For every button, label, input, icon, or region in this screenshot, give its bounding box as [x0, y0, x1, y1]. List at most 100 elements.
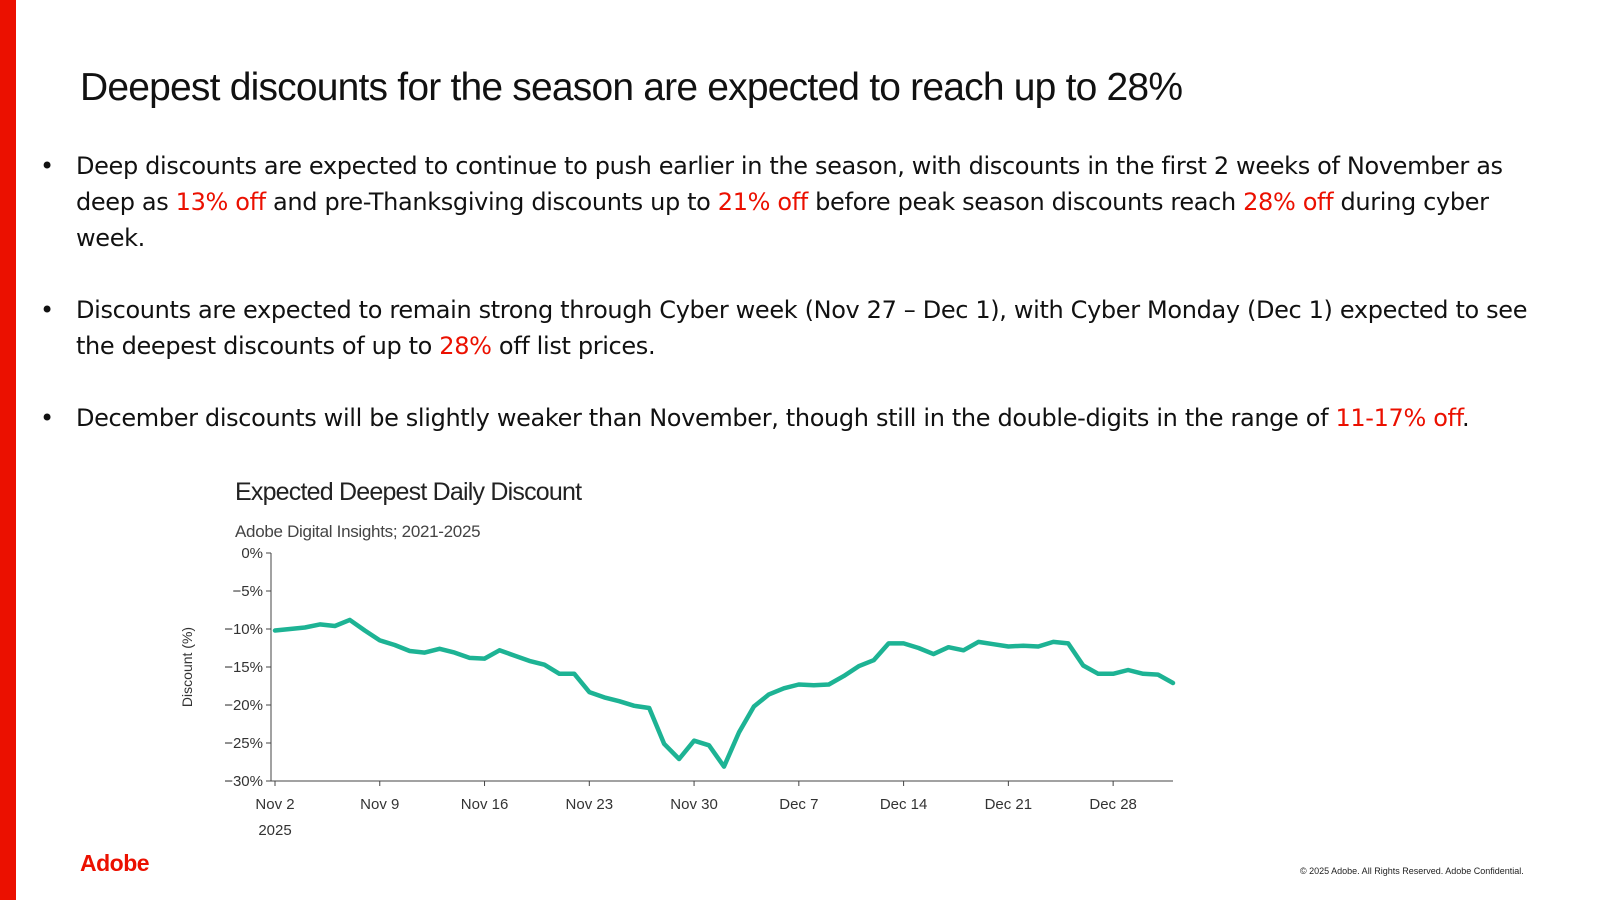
y-tick-label: 0%: [241, 545, 263, 562]
data-point: [542, 663, 546, 667]
data-point: [452, 650, 456, 654]
data-point: [797, 682, 801, 686]
highlight-text: 11-17% off: [1335, 404, 1462, 432]
discount-series-line: [272, 617, 1176, 769]
x-tick-label: Nov 30: [670, 796, 718, 813]
data-point: [707, 743, 711, 747]
data-point: [782, 686, 786, 690]
adobe-logo: Adobe: [80, 850, 150, 876]
bullet-text: during cyber week.: [76, 188, 1489, 252]
discount-line-chart: 0% −5% −10% −15% −20% −25% −30% Nov 2 2025 Nov 9 N…: [179, 545, 1176, 839]
bullet-text: off list prices.: [491, 332, 656, 360]
highlight-text: 13% off: [175, 188, 266, 216]
data-point: [527, 659, 531, 663]
data-point: [752, 704, 756, 708]
y-tick-label: −25%: [224, 735, 263, 752]
data-point: [961, 648, 965, 652]
data-point: [946, 645, 950, 649]
data-point: [467, 656, 471, 660]
chart-title: Expected Deepest Daily Discount: [235, 478, 582, 506]
bullet-item: • Discounts are expected to remain stron…: [36, 292, 1556, 364]
bullet-list: • Deep discounts are expected to continu…: [36, 148, 1556, 472]
x-tick-label: Dec 28: [1089, 796, 1137, 813]
bullet-icon: •: [40, 404, 54, 432]
y-tick-label: −15%: [224, 659, 263, 676]
y-tick-label: −10%: [224, 621, 263, 638]
x-tick-label: Nov 16: [461, 796, 509, 813]
data-point: [437, 647, 441, 651]
x-tick-label: Nov 23: [566, 796, 614, 813]
data-point: [333, 624, 337, 628]
data-point: [1051, 640, 1055, 644]
data-point: [1126, 668, 1130, 672]
y-tick-label: −30%: [224, 773, 263, 790]
x-tick-label: Dec 7: [779, 796, 818, 813]
data-point: [363, 628, 367, 632]
data-point: [408, 649, 412, 653]
data-point: [482, 656, 486, 660]
bullet-text: Discounts are expected to remain strong …: [76, 296, 1528, 360]
data-point: [303, 625, 307, 629]
data-point: [857, 664, 861, 668]
bullet-icon: •: [40, 296, 54, 324]
bullet-text: December discounts will be slightly weak…: [76, 404, 1336, 432]
data-point: [1081, 663, 1085, 667]
bullet-item: • Deep discounts are expected to continu…: [36, 148, 1556, 256]
x-tick-label: Nov 9: [360, 796, 399, 813]
data-point: [916, 646, 920, 650]
data-point: [378, 638, 382, 642]
data-point: [901, 641, 905, 645]
data-point: [273, 628, 277, 632]
y-tick-label: −20%: [224, 697, 263, 714]
data-point: [557, 672, 561, 676]
data-point: [288, 627, 292, 631]
data-point: [677, 757, 681, 761]
data-point: [812, 683, 816, 687]
highlight-text: 21% off: [717, 188, 808, 216]
data-point: [722, 764, 726, 768]
data-point: [767, 692, 771, 696]
data-point: [348, 618, 352, 622]
data-point: [692, 739, 696, 743]
data-point: [662, 742, 666, 746]
accent-side-bar: [0, 0, 16, 900]
x-tick-label: Dec 21: [985, 796, 1033, 813]
x-tick-sublabel: 2025: [258, 822, 291, 839]
chart-subtitle: Adobe Digital Insights; 2021-2025: [235, 522, 481, 541]
bullet-item: • December discounts will be slightly we…: [36, 400, 1556, 436]
data-point: [617, 699, 621, 703]
data-point: [1156, 672, 1160, 676]
data-point: [886, 641, 890, 645]
data-point: [632, 704, 636, 708]
data-point: [1066, 641, 1070, 645]
data-point: [1006, 644, 1010, 648]
bullet-text: Deep discounts are expected to continue …: [76, 152, 1503, 216]
data-point: [872, 658, 876, 662]
highlight-text: 28%: [439, 332, 492, 360]
data-point: [1171, 681, 1175, 685]
data-point: [737, 730, 741, 734]
bullet-text: before peak season discounts reach: [807, 188, 1244, 216]
data-point: [827, 682, 831, 686]
y-tick-label: −5%: [233, 583, 263, 600]
data-point: [1096, 672, 1100, 676]
copyright-footer: © 2025 Adobe. All Rights Reserved. Adobe…: [1300, 866, 1524, 876]
y-axis-title: Discount (%): [179, 627, 195, 707]
data-point: [497, 648, 501, 652]
data-point: [602, 695, 606, 699]
data-point: [587, 690, 591, 694]
bullet-text: and pre-Thanksgiving discounts up to: [265, 188, 718, 216]
data-point: [572, 672, 576, 676]
data-point: [1036, 644, 1040, 648]
data-point: [512, 653, 516, 657]
data-point: [393, 643, 397, 647]
data-point: [647, 706, 651, 710]
highlight-text: 28% off: [1243, 188, 1334, 216]
data-point: [931, 652, 935, 656]
data-point: [423, 650, 427, 654]
data-point: [1141, 672, 1145, 676]
slide-title: Deepest discounts for the season are exp…: [80, 66, 1183, 109]
data-point: [991, 642, 995, 646]
x-tick-label: Nov 2: [255, 796, 294, 813]
data-point: [976, 640, 980, 644]
